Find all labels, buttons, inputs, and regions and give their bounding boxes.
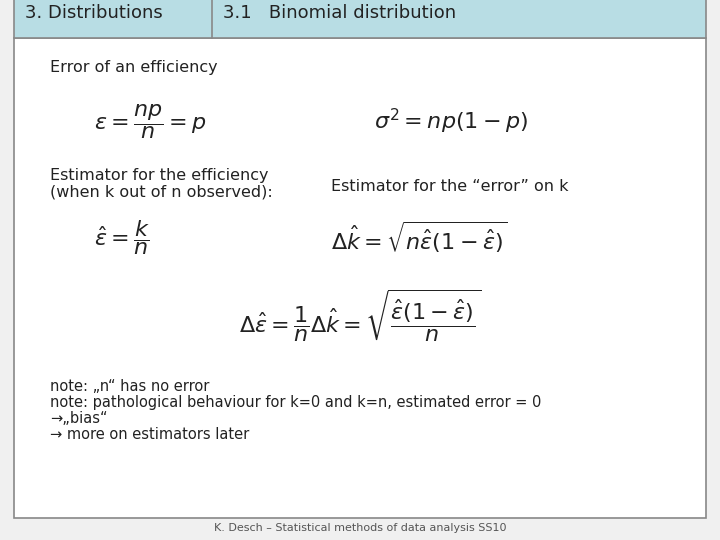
Text: $\hat{\varepsilon} = \dfrac{k}{n}$: $\hat{\varepsilon} = \dfrac{k}{n}$ [94,218,150,257]
Text: note: pathological behaviour for k=0 and k=n, estimated error = 0: note: pathological behaviour for k=0 and… [50,395,541,410]
Text: $\Delta\hat{\varepsilon} = \dfrac{1}{n}\Delta\hat{k} = \sqrt{\dfrac{\hat{\vareps: $\Delta\hat{\varepsilon} = \dfrac{1}{n}\… [239,288,481,344]
FancyBboxPatch shape [14,0,706,38]
Text: 3. Distributions: 3. Distributions [25,4,163,23]
Text: K. Desch – Statistical methods of data analysis SS10: K. Desch – Statistical methods of data a… [214,523,506,533]
Text: →„bias“: →„bias“ [50,411,108,426]
Text: (when k out of n observed):: (when k out of n observed): [50,184,273,199]
Text: Estimator for the efficiency: Estimator for the efficiency [50,168,269,183]
Text: Estimator for the “error” on k: Estimator for the “error” on k [331,179,569,194]
Text: $\sigma^2 = np(1-p)$: $\sigma^2 = np(1-p)$ [374,107,528,136]
Text: Error of an efficiency: Error of an efficiency [50,60,218,75]
FancyBboxPatch shape [14,38,706,518]
Text: note: „n“ has no error: note: „n“ has no error [50,379,210,394]
Text: $\varepsilon = \dfrac{np}{n} = p$: $\varepsilon = \dfrac{np}{n} = p$ [94,102,207,141]
Text: → more on estimators later: → more on estimators later [50,427,250,442]
Text: 3.1   Binomial distribution: 3.1 Binomial distribution [223,4,456,23]
Text: $\Delta\hat{k} = \sqrt{n\hat{\varepsilon}(1-\hat{\varepsilon})}$: $\Delta\hat{k} = \sqrt{n\hat{\varepsilon… [331,220,508,255]
